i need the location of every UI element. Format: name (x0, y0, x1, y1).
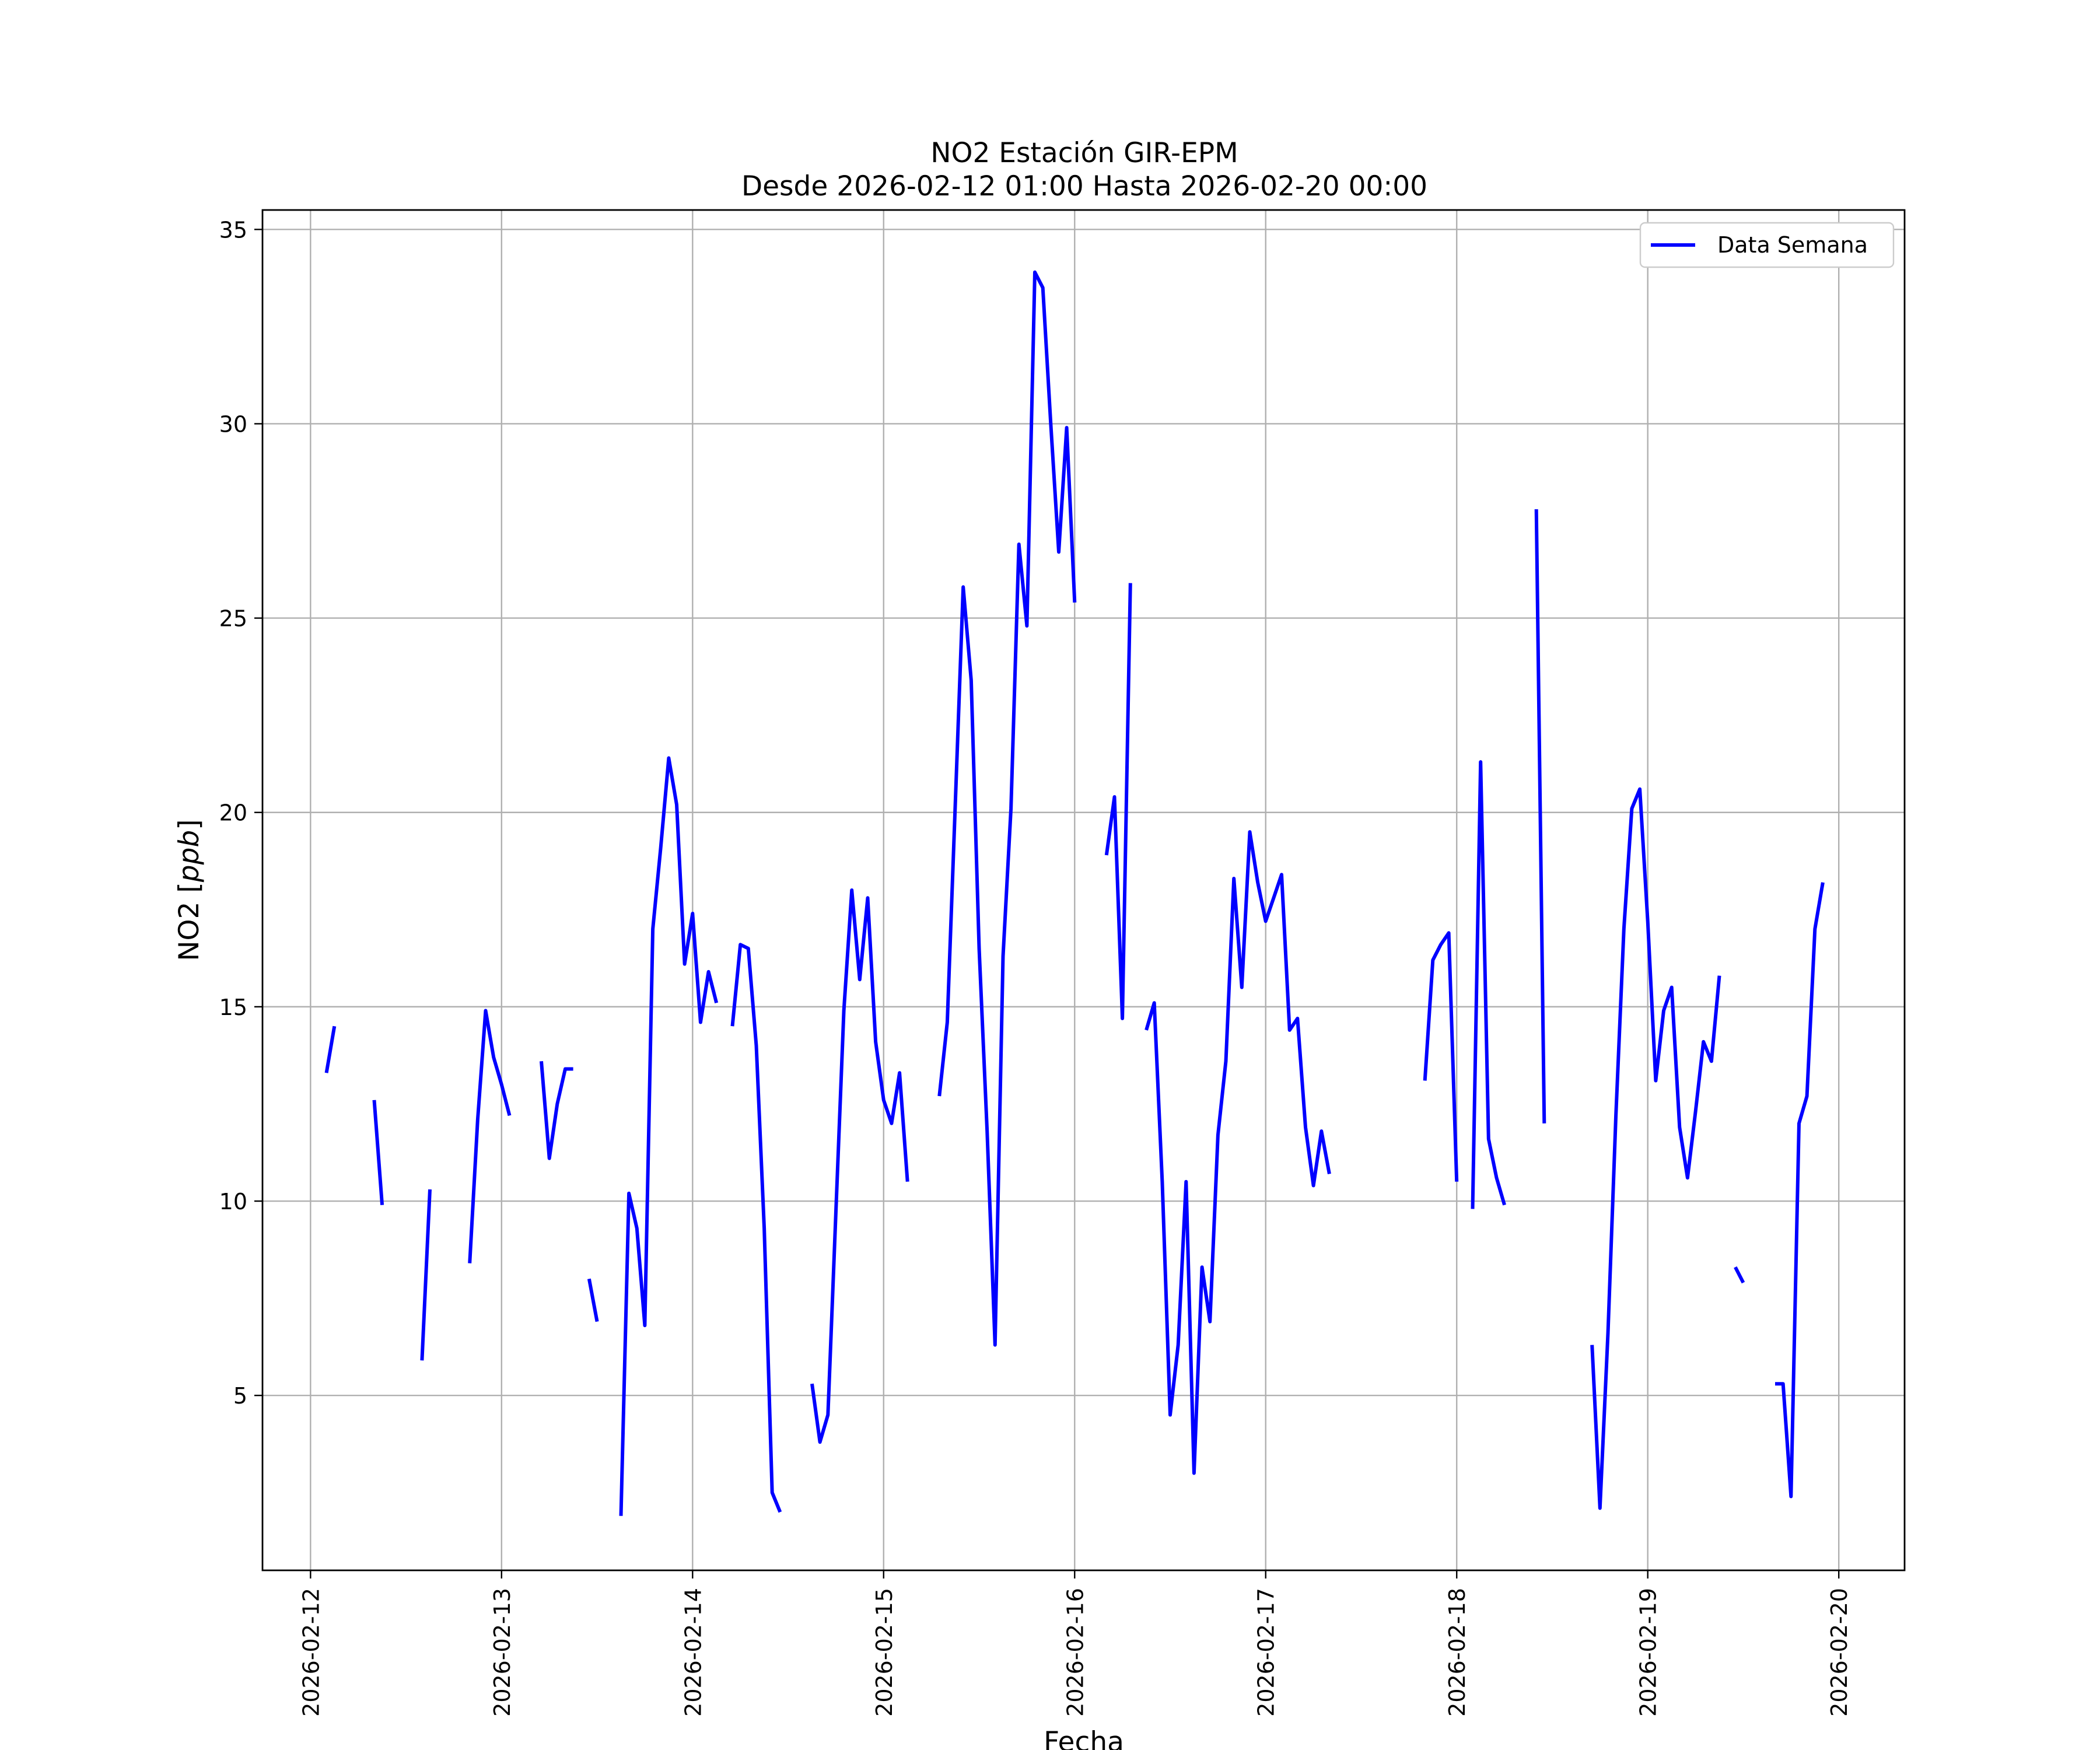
x-tick-label: 2026-02-19 (1636, 1588, 1661, 1717)
legend-box (1639, 222, 1895, 268)
series-line-segment (324, 1026, 337, 1073)
series-line-segment (937, 270, 1077, 1347)
series-line-segment (619, 756, 719, 1516)
chart-title: NO2 Estación GIR-EPM (930, 137, 1238, 169)
grid (262, 210, 1905, 1570)
series-line-segment (1471, 760, 1506, 1209)
series-line-segment (468, 1009, 512, 1264)
x-tick-label: 2026-02-18 (1444, 1588, 1470, 1717)
y-tick-label: 20 (219, 800, 247, 826)
y-tick-label: 15 (219, 995, 247, 1020)
y-tick-label: 30 (219, 411, 247, 437)
y-tick-label: 10 (219, 1189, 247, 1214)
y-axis-label: NO2 [ppb] (173, 819, 205, 961)
x-tick-label: 2026-02-20 (1826, 1588, 1852, 1717)
series-line-segment (1734, 1266, 1745, 1284)
y-axis-unit: ppb (173, 830, 205, 883)
series-line-segment (540, 1060, 573, 1160)
x-tick-label: 2026-02-12 (298, 1588, 324, 1717)
y-tick-label: 35 (219, 217, 247, 243)
x-tick-label: 2026-02-16 (1062, 1588, 1088, 1717)
legend-label-data-semana: Data Semana (1717, 232, 1868, 258)
axis-ticks: 5 10 15 20 25 30 35 2026-02-12 2026-02-13 2026-02… (219, 217, 1853, 1717)
series-line-segment (587, 1278, 599, 1322)
x-axis-label: Fecha (1044, 1726, 1124, 1750)
x-tick-label: 2026-02-13 (489, 1588, 515, 1717)
x-tick-label: 2026-02-17 (1254, 1588, 1279, 1717)
series-line-segment (420, 1189, 432, 1361)
chart-subtitle: Desde 2026-02-12 01:00 Hasta 2026-02-20 … (741, 170, 1427, 202)
series-data-semana (324, 270, 1825, 1516)
x-tick-label: 2026-02-14 (680, 1588, 706, 1717)
plot-frame (261, 209, 1906, 1572)
series-line-segment (1144, 830, 1331, 1475)
series-line-segment (1423, 931, 1459, 1182)
series-line-segment (1104, 583, 1132, 1020)
series-line-segment (730, 943, 782, 1513)
series-line-segment (1534, 509, 1546, 1124)
series-line-segment (1590, 787, 1721, 1510)
y-tick-label: 5 (233, 1383, 247, 1409)
series-line-segment (810, 888, 909, 1444)
series-line-segment (372, 1100, 384, 1205)
y-tick-label: 25 (219, 606, 247, 632)
series-line-segment (1775, 882, 1825, 1499)
legend[interactable]: Data Semana (1639, 222, 1895, 268)
x-tick-label: 2026-02-15 (872, 1588, 897, 1717)
